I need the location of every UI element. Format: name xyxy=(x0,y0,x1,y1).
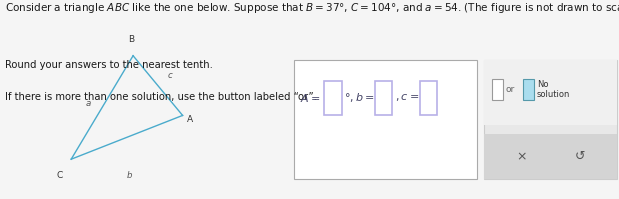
Text: $A$ =: $A$ = xyxy=(300,92,322,104)
FancyBboxPatch shape xyxy=(484,134,617,179)
FancyBboxPatch shape xyxy=(523,79,534,100)
Text: ↺: ↺ xyxy=(574,150,585,163)
Text: B: B xyxy=(128,35,134,44)
FancyBboxPatch shape xyxy=(324,81,342,115)
Text: C: C xyxy=(57,171,63,180)
Text: $c$: $c$ xyxy=(167,71,174,80)
FancyBboxPatch shape xyxy=(492,79,503,100)
Text: A: A xyxy=(187,115,193,124)
Text: Consider a triangle $ABC$ like the one below. Suppose that $B$ = 37°, $C$ = 104°: Consider a triangle $ABC$ like the one b… xyxy=(5,1,619,15)
Text: or: or xyxy=(506,85,515,94)
Text: ×: × xyxy=(516,150,527,163)
FancyBboxPatch shape xyxy=(484,60,617,179)
Text: °, $b$ =: °, $b$ = xyxy=(344,91,376,104)
Text: $b$: $b$ xyxy=(126,169,134,180)
Text: , $c$ =: , $c$ = xyxy=(395,92,420,103)
FancyBboxPatch shape xyxy=(484,60,617,125)
FancyBboxPatch shape xyxy=(294,60,477,179)
FancyBboxPatch shape xyxy=(420,81,437,115)
Text: $a$: $a$ xyxy=(85,99,92,108)
FancyBboxPatch shape xyxy=(375,81,392,115)
Text: If there is more than one solution, use the button labeled “or”.: If there is more than one solution, use … xyxy=(5,92,317,101)
Text: No
solution: No solution xyxy=(537,80,570,99)
Text: Round your answers to the nearest tenth.: Round your answers to the nearest tenth. xyxy=(5,60,213,70)
